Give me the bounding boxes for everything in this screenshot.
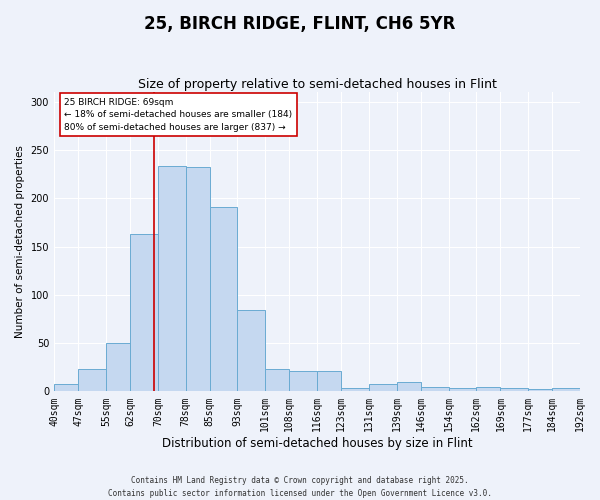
Bar bbox=[78, 369, 106, 392]
Bar bbox=[500, 388, 528, 392]
Bar bbox=[341, 388, 369, 392]
Text: 25, BIRCH RIDGE, FLINT, CH6 5YR: 25, BIRCH RIDGE, FLINT, CH6 5YR bbox=[145, 15, 455, 33]
Bar bbox=[238, 310, 265, 392]
Bar bbox=[54, 384, 78, 392]
Bar bbox=[265, 369, 289, 392]
Bar bbox=[369, 384, 397, 392]
Bar bbox=[528, 390, 553, 392]
Text: Contains HM Land Registry data © Crown copyright and database right 2025.
Contai: Contains HM Land Registry data © Crown c… bbox=[108, 476, 492, 498]
Text: 25 BIRCH RIDGE: 69sqm
← 18% of semi-detached houses are smaller (184)
80% of sem: 25 BIRCH RIDGE: 69sqm ← 18% of semi-deta… bbox=[64, 98, 293, 132]
Bar bbox=[130, 234, 158, 392]
Bar bbox=[289, 371, 317, 392]
Bar bbox=[106, 343, 130, 392]
Bar bbox=[397, 382, 421, 392]
Bar bbox=[210, 207, 238, 392]
Title: Size of property relative to semi-detached houses in Flint: Size of property relative to semi-detach… bbox=[137, 78, 496, 91]
Bar bbox=[421, 388, 449, 392]
Bar bbox=[185, 168, 210, 392]
X-axis label: Distribution of semi-detached houses by size in Flint: Distribution of semi-detached houses by … bbox=[162, 437, 472, 450]
Bar bbox=[158, 166, 185, 392]
Bar bbox=[553, 388, 580, 392]
Bar bbox=[449, 388, 476, 392]
Bar bbox=[476, 388, 500, 392]
Y-axis label: Number of semi-detached properties: Number of semi-detached properties bbox=[15, 146, 25, 338]
Bar bbox=[317, 371, 341, 392]
